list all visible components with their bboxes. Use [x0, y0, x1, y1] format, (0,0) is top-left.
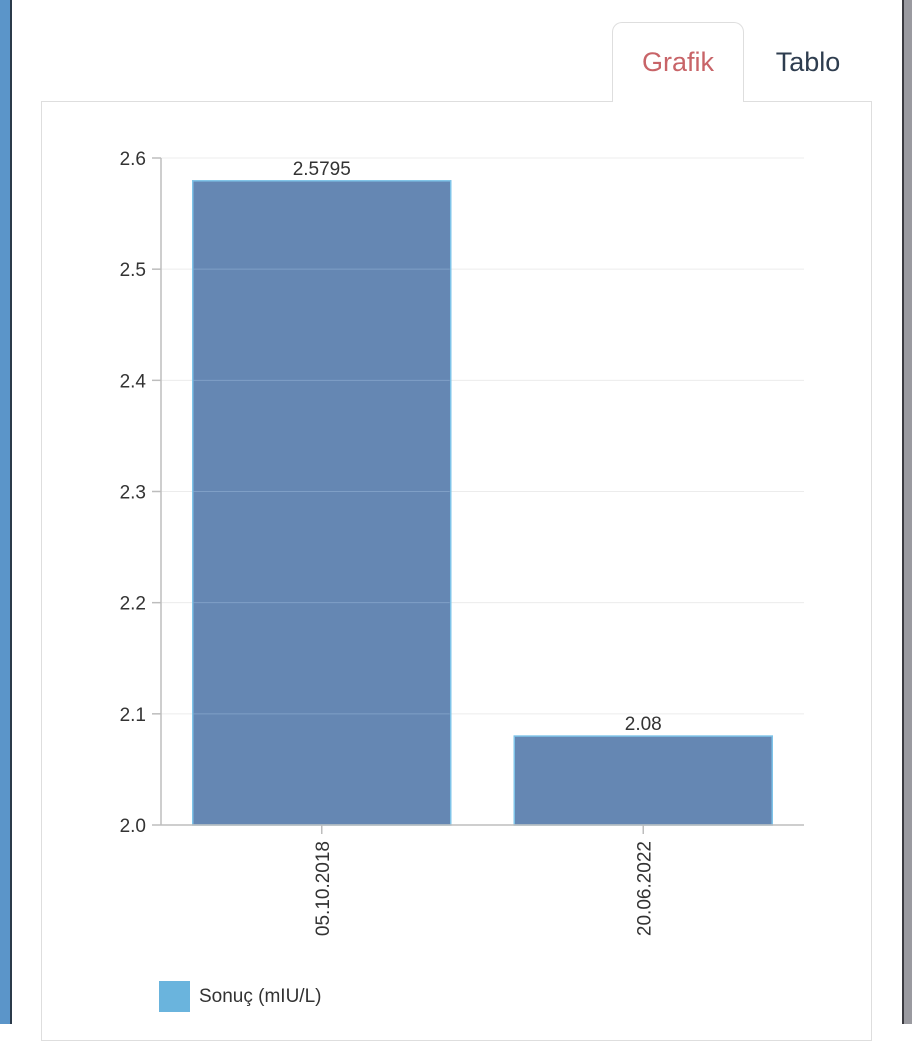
labels: 2.0 2.1 2.2 2.3 2.4 2.5 2.6 2.5795 05.10.2018 2.0…: [120, 149, 662, 936]
chart-panel: [41, 101, 872, 1041]
x-tick-label: 05.10.2018: [313, 841, 334, 936]
legend: Sonuç (mIU/L): [159, 981, 321, 1012]
bar-gridlines: [193, 268, 450, 715]
y-tick-label: 2.2: [120, 594, 146, 615]
y-tick-label: 2.6: [120, 149, 146, 170]
right-window-edge: [902, 0, 912, 1024]
y-tick-label: 2.4: [120, 371, 147, 392]
legend-label: Sonuç (mIU/L): [199, 985, 322, 1007]
data-label: 2.5795: [293, 159, 351, 180]
y-tick-label: 2.3: [120, 483, 146, 504]
data-label: 2.08: [625, 714, 662, 735]
tab-grafik[interactable]: Grafik: [612, 22, 744, 102]
y-tick-label: 2.5: [120, 260, 146, 281]
bar: [513, 735, 773, 826]
axes: [152, 157, 804, 834]
legend-swatch: [159, 981, 190, 1012]
y-tick-label: 2.0: [120, 816, 146, 837]
bar: [192, 180, 452, 826]
left-window-edge: [0, 0, 12, 1024]
x-tick-label: 20.06.2022: [634, 841, 655, 936]
y-tick-label: 2.1: [120, 705, 146, 726]
bars: [192, 180, 773, 826]
tab-tablo[interactable]: Tablo: [775, 46, 841, 77]
